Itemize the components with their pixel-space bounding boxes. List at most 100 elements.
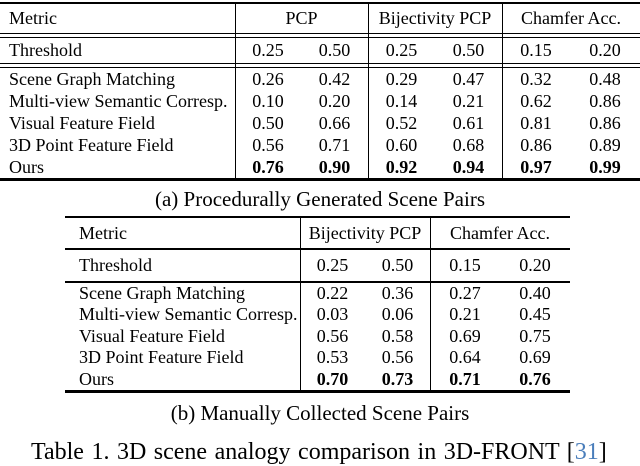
column-header-bijectivity-pcp: Bijectivity PCP bbox=[308, 223, 422, 243]
row-label-threshold: Threshold bbox=[9, 40, 82, 60]
cell-value: 0.92 bbox=[385, 157, 418, 177]
cell-value: 0.58 bbox=[381, 325, 414, 346]
cell-value: 0.69 bbox=[449, 325, 481, 346]
cell-value: 0.66 bbox=[318, 113, 351, 133]
table-row: Scene Graph Matching 0.22 0.36 0.27 0.40 bbox=[65, 283, 570, 305]
table-b-threshold-rule bbox=[65, 280, 570, 283]
row-label: Scene Graph Matching bbox=[9, 69, 175, 89]
cell-value: 0.86 bbox=[589, 91, 621, 111]
cell-value: 0.64 bbox=[449, 347, 481, 367]
cell-value: 0.22 bbox=[316, 282, 349, 303]
table-row: Multi-view Semantic Corresp. 0.03 0.06 0… bbox=[65, 304, 570, 326]
cell-value: 0.20 bbox=[318, 91, 351, 111]
figure-caption: Table 1. 3D scene analogy comparison in … bbox=[31, 438, 607, 466]
table-row-ours: Ours 0.70 0.73 0.71 0.76 bbox=[65, 369, 570, 391]
cell-value: 0.48 bbox=[589, 69, 621, 89]
table-row-ours: Ours 0.76 0.90 0.92 0.94 0.97 0.99 bbox=[0, 156, 640, 178]
table-a-bottom-rule bbox=[0, 178, 640, 181]
cell-value: 0.52 bbox=[385, 113, 418, 133]
subcaption-a: (a) Procedurally Generated Scene Pairs bbox=[154, 187, 486, 211]
row-label: Multi-view Semantic Corresp. bbox=[9, 91, 228, 111]
column-header-chamfer-acc: Chamfer Acc. bbox=[450, 223, 550, 243]
cell-value: 0.99 bbox=[589, 157, 621, 177]
cell-value: 0.70 bbox=[316, 368, 349, 389]
table-b-threshold-row: Threshold 0.25 0.50 0.15 0.20 bbox=[65, 250, 570, 281]
cell-value: 0.90 bbox=[318, 157, 351, 177]
cell-value: 0.56 bbox=[252, 135, 284, 155]
cell-value: 0.56 bbox=[316, 325, 349, 346]
column-separator bbox=[368, 4, 370, 180]
cell-value: 0.71 bbox=[318, 135, 351, 155]
cell-value: 0.94 bbox=[452, 157, 485, 177]
column-header-metric: Metric bbox=[9, 8, 57, 28]
cell-value: 0.36 bbox=[381, 282, 414, 303]
cell-value: 0.81 bbox=[520, 113, 552, 133]
table-row: Scene Graph Matching 0.26 0.42 0.29 0.47… bbox=[0, 68, 640, 90]
table-a-header-row: Metric PCP Bijectivity PCP Chamfer Acc. bbox=[0, 4, 640, 33]
cell-value: 0.76 bbox=[519, 368, 551, 389]
threshold-value: 0.25 bbox=[385, 40, 418, 60]
cell-value: 0.62 bbox=[520, 91, 552, 111]
table-row: Multi-view Semantic Corresp. 0.10 0.20 0… bbox=[0, 90, 640, 112]
table-a-top-rule bbox=[0, 2, 640, 4]
threshold-value: 0.15 bbox=[449, 254, 481, 275]
cell-value: 0.47 bbox=[452, 69, 485, 89]
column-header-chamfer-acc: Chamfer Acc. bbox=[521, 8, 621, 28]
table-a: Metric PCP Bijectivity PCP Chamfer Acc. … bbox=[0, 2, 640, 181]
row-label: Ours bbox=[9, 157, 44, 177]
cell-value: 0.60 bbox=[385, 135, 418, 155]
cell-value: 0.32 bbox=[520, 69, 552, 89]
table-b-bottom-rule bbox=[65, 390, 570, 393]
cell-value: 0.10 bbox=[252, 91, 284, 111]
table-row: 3D Point Feature Field 0.56 0.71 0.60 0.… bbox=[0, 134, 640, 156]
cell-value: 0.56 bbox=[381, 347, 414, 367]
threshold-value: 0.15 bbox=[520, 40, 552, 60]
cell-value: 0.73 bbox=[381, 368, 414, 389]
cell-value: 0.61 bbox=[452, 113, 485, 133]
table-a-threshold-row: Threshold 0.25 0.50 0.25 0.50 0.15 0.20 bbox=[0, 38, 640, 63]
column-separator bbox=[430, 218, 432, 391]
cell-value: 0.76 bbox=[252, 157, 284, 177]
row-label: 3D Point Feature Field bbox=[79, 347, 244, 367]
figure-caption-text: Table 1. 3D scene analogy comparison in … bbox=[31, 439, 575, 465]
column-separator bbox=[235, 4, 237, 180]
table-b-header-rule bbox=[65, 248, 570, 250]
cell-value: 0.26 bbox=[252, 69, 284, 89]
cell-value: 0.53 bbox=[316, 347, 349, 367]
cell-value: 0.14 bbox=[385, 91, 418, 111]
figure-caption-text: ] bbox=[598, 439, 607, 465]
cell-value: 0.45 bbox=[519, 304, 551, 324]
cell-value: 0.42 bbox=[318, 69, 351, 89]
table-b: Metric Bijectivity PCP Chamfer Acc. Thre… bbox=[65, 216, 570, 393]
table-row: 3D Point Feature Field 0.53 0.56 0.64 0.… bbox=[65, 347, 570, 369]
cell-value: 0.75 bbox=[519, 325, 551, 346]
threshold-value: 0.25 bbox=[252, 40, 284, 60]
row-label: Visual Feature Field bbox=[79, 325, 225, 346]
cell-value: 0.27 bbox=[449, 282, 481, 303]
threshold-value: 0.20 bbox=[519, 254, 551, 275]
cell-value: 0.21 bbox=[452, 91, 485, 111]
column-separator bbox=[300, 218, 302, 391]
table-row: Visual Feature Field 0.56 0.58 0.69 0.75 bbox=[65, 326, 570, 348]
cell-value: 0.40 bbox=[519, 282, 551, 303]
cell-value: 0.29 bbox=[385, 69, 418, 89]
row-label: Multi-view Semantic Corresp. bbox=[79, 304, 298, 324]
cell-value: 0.06 bbox=[381, 304, 414, 324]
column-header-pcp: PCP bbox=[285, 8, 318, 28]
citation-link[interactable]: 31 bbox=[574, 439, 599, 465]
table-row: Visual Feature Field 0.50 0.66 0.52 0.61… bbox=[0, 112, 640, 134]
cell-value: 0.86 bbox=[589, 113, 621, 133]
row-label: 3D Point Feature Field bbox=[9, 135, 174, 155]
cell-value: 0.97 bbox=[520, 157, 552, 177]
cell-value: 0.50 bbox=[252, 113, 284, 133]
table-a-header-rule bbox=[0, 33, 640, 38]
threshold-value: 0.50 bbox=[318, 40, 351, 60]
threshold-value: 0.20 bbox=[589, 40, 621, 60]
cell-value: 0.03 bbox=[316, 304, 349, 324]
cell-value: 0.89 bbox=[589, 135, 621, 155]
threshold-value: 0.25 bbox=[316, 254, 349, 275]
cell-value: 0.68 bbox=[452, 135, 485, 155]
row-label: Scene Graph Matching bbox=[79, 282, 245, 303]
threshold-value: 0.50 bbox=[452, 40, 485, 60]
